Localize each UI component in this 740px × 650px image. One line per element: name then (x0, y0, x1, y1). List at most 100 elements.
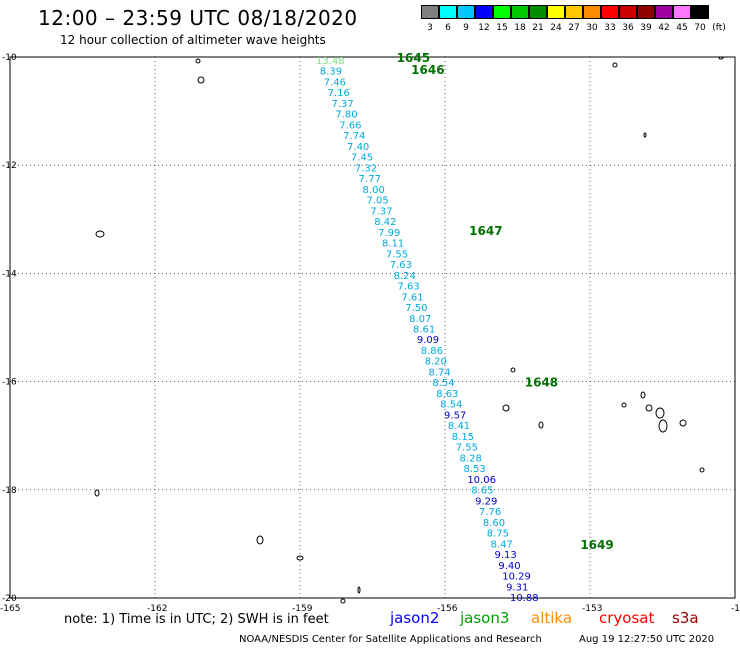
wave-height-value: 7.46 (324, 77, 346, 88)
wave-height-value: 7.50 (405, 303, 427, 314)
wave-height-value: 7.63 (390, 260, 412, 271)
wave-height-value: 7.37 (332, 99, 354, 110)
color-swatch-label: 33 (604, 23, 616, 33)
y-tick-label: -12 (2, 161, 17, 171)
color-scale-unit: (ft) (712, 23, 726, 33)
wave-height-value: 8.60 (483, 518, 505, 529)
legend-item-jason2: jason2 (390, 609, 440, 627)
wave-height-value: 10.88 (510, 593, 539, 604)
x-tick-label: -159 (292, 604, 313, 614)
color-swatch-label: 12 (478, 23, 490, 33)
wave-height-value: 7.05 (366, 196, 388, 207)
island-outline (197, 76, 205, 84)
island-outline (256, 535, 264, 545)
color-swatch (673, 5, 691, 19)
wave-height-value: 9.29 (475, 496, 497, 507)
legend-item-jason3: jason3 (460, 609, 510, 627)
wave-height-value: 9.40 (498, 561, 520, 572)
color-swatch-label: 15 (496, 23, 508, 33)
wave-height-value: 8.54 (440, 400, 462, 411)
legend-item-altika: altika (531, 609, 573, 627)
wave-height-value: 8.00 (363, 185, 385, 196)
color-swatch (601, 5, 619, 19)
color-swatch-label: 36 (622, 23, 634, 33)
wave-height-value: 7.55 (456, 443, 478, 454)
island-outline (679, 419, 687, 427)
y-tick-label: -10 (2, 53, 17, 63)
color-swatch (691, 5, 709, 19)
y-tick-label: -20 (2, 594, 17, 604)
wave-height-value: 7.45 (351, 153, 373, 164)
wave-height-value: 7.40 (347, 142, 369, 153)
y-tick-label: -14 (2, 269, 17, 279)
map-frame (9, 56, 736, 599)
pass-time-label: 1648 (525, 376, 558, 390)
wave-height-value: 13.48 (316, 56, 345, 67)
island-outline (655, 407, 665, 419)
color-swatch (439, 5, 457, 19)
color-swatch-label: 27 (568, 23, 580, 33)
wave-height-value: 8.63 (436, 389, 458, 400)
island-outline (645, 404, 653, 412)
pass-time-label: 1645 (397, 51, 430, 65)
color-swatch-label: 42 (658, 23, 670, 33)
wave-height-value: 7.74 (343, 131, 365, 142)
color-swatch (421, 5, 439, 19)
color-swatch-label: 24 (550, 23, 562, 33)
island-outlines (94, 56, 724, 604)
island-outline (612, 62, 618, 68)
wave-height-value: 10.29 (502, 572, 531, 583)
wave-height-value: 8.42 (374, 217, 396, 228)
color-swatch (619, 5, 637, 19)
color-swatch-label: 39 (640, 23, 652, 33)
color-swatch-label: 45 (676, 23, 688, 33)
wave-height-value: 8.86 (421, 346, 443, 357)
color-swatch (637, 5, 655, 19)
wave-height-value: 8.53 (463, 464, 485, 475)
island-outline (95, 230, 105, 238)
color-swatch (547, 5, 565, 19)
wave-height-value: 9.13 (494, 550, 516, 561)
island-outline (718, 56, 724, 60)
wave-height-value: 7.76 (479, 507, 501, 518)
wave-height-value: 7.16 (328, 88, 350, 99)
island-outline (699, 467, 705, 473)
island-outline (195, 58, 201, 64)
y-tick-label: -18 (2, 486, 17, 496)
x-tick-label: -15 (731, 604, 740, 614)
timestamp: Aug 19 12:27:50 UTC 2020 (579, 634, 715, 645)
color-swatch-label: 3 (427, 23, 433, 33)
legend-item-cryosat: cryosat (599, 609, 655, 627)
wave-height-value: 8.24 (394, 271, 416, 282)
color-swatch (655, 5, 673, 19)
wave-height-value: 8.74 (429, 367, 451, 378)
wave-height-labels: 13.488.397.467.167.377.807.667.747.407.4… (316, 56, 539, 604)
color-swatch-label: 6 (445, 23, 451, 33)
wave-height-value: 9.57 (444, 410, 466, 421)
wave-height-value: 9.09 (417, 335, 439, 346)
island-outline (502, 404, 510, 412)
wave-height-value: 7.63 (397, 282, 419, 293)
wave-height-value: 9.31 (506, 582, 528, 593)
color-swatch-label: 21 (532, 23, 544, 33)
island-outline (357, 586, 361, 594)
wave-height-value: 7.32 (355, 163, 377, 174)
island-outline (340, 598, 346, 604)
color-swatch-label: 30 (586, 23, 598, 33)
color-swatch (529, 5, 547, 19)
wave-height-value: 8.41 (448, 421, 470, 432)
wave-height-value: 8.28 (460, 453, 482, 464)
wave-height-value: 7.37 (370, 206, 392, 217)
page-subtitle: 12 hour collection of altimeter wave hei… (60, 33, 326, 47)
page-title: 12:00 – 23:59 UTC 08/18/2020 (38, 6, 358, 30)
pass-time-label: 1647 (469, 224, 502, 238)
color-swatch (475, 5, 493, 19)
wave-height-value: 8.07 (409, 314, 431, 325)
wave-height-value: 8.15 (452, 432, 474, 443)
footer-note: note: 1) Time is in UTC; 2) SWH is in fe… (64, 612, 329, 627)
wave-height-value: 8.75 (487, 529, 509, 540)
pass-time-label: 1649 (580, 538, 613, 552)
island-outline (538, 421, 544, 429)
